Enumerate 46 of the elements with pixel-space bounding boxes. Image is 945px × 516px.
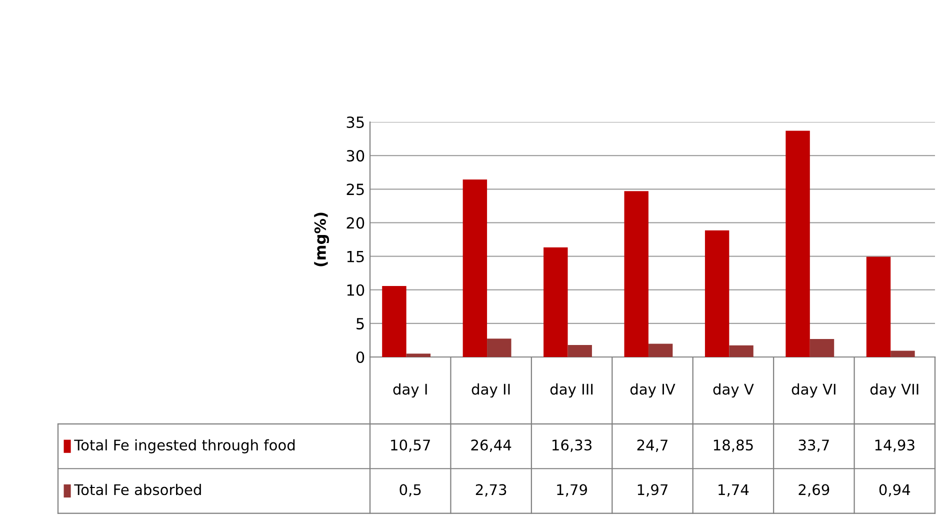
data-label: 1,74 (718, 484, 749, 497)
y-tick-label: 25 (346, 184, 364, 196)
data-label: 1,97 (638, 484, 668, 497)
y-tick-label: 0 (356, 351, 364, 364)
bar (544, 247, 568, 357)
bar (624, 191, 648, 357)
x-tick-label: day III (550, 383, 593, 398)
data-label: 26,44 (471, 440, 512, 452)
bar (890, 350, 915, 357)
x-tick-label: day VII (870, 383, 918, 398)
x-tick-label: day V (713, 383, 754, 398)
y-tick-label: 20 (346, 217, 364, 229)
bar (786, 130, 810, 357)
y-axis-title: (mg%) (314, 212, 330, 266)
bar (487, 338, 512, 357)
y-tick-label: 30 (346, 150, 364, 162)
data-label: 2,69 (798, 484, 830, 497)
bar (462, 179, 488, 357)
data-label: 10,57 (391, 440, 430, 452)
bar (866, 256, 891, 357)
data-label: 0,5 (400, 484, 421, 497)
x-tick-label: day I (393, 383, 427, 398)
data-label: 0,94 (879, 484, 910, 497)
bar (406, 354, 431, 357)
y-tick-label: 15 (347, 250, 364, 262)
bar (729, 345, 754, 357)
data-label: 14,93 (875, 440, 914, 452)
x-tick-label: day IV (630, 383, 676, 398)
x-tick-label: day VI (792, 383, 836, 398)
legend-label: Total Fe absorbed (74, 484, 201, 496)
data-label: 16,33 (552, 440, 592, 452)
bar (382, 286, 406, 357)
y-tick-label: 35 (346, 116, 364, 128)
data-label: 1,79 (557, 484, 587, 497)
legend-label: Total Fe ingested through food (74, 439, 295, 454)
data-label: 24,7 (637, 440, 668, 452)
bar (648, 344, 673, 357)
data-label: 33,7 (798, 440, 829, 452)
data-label: 2,73 (476, 484, 506, 497)
x-tick-label: day II (472, 383, 510, 398)
bar (704, 230, 730, 357)
y-tick-label: 5 (356, 318, 364, 330)
y-tick-label: 10 (347, 284, 364, 296)
data-label: 18,85 (714, 440, 753, 452)
bar (810, 338, 834, 357)
bar (568, 344, 592, 357)
